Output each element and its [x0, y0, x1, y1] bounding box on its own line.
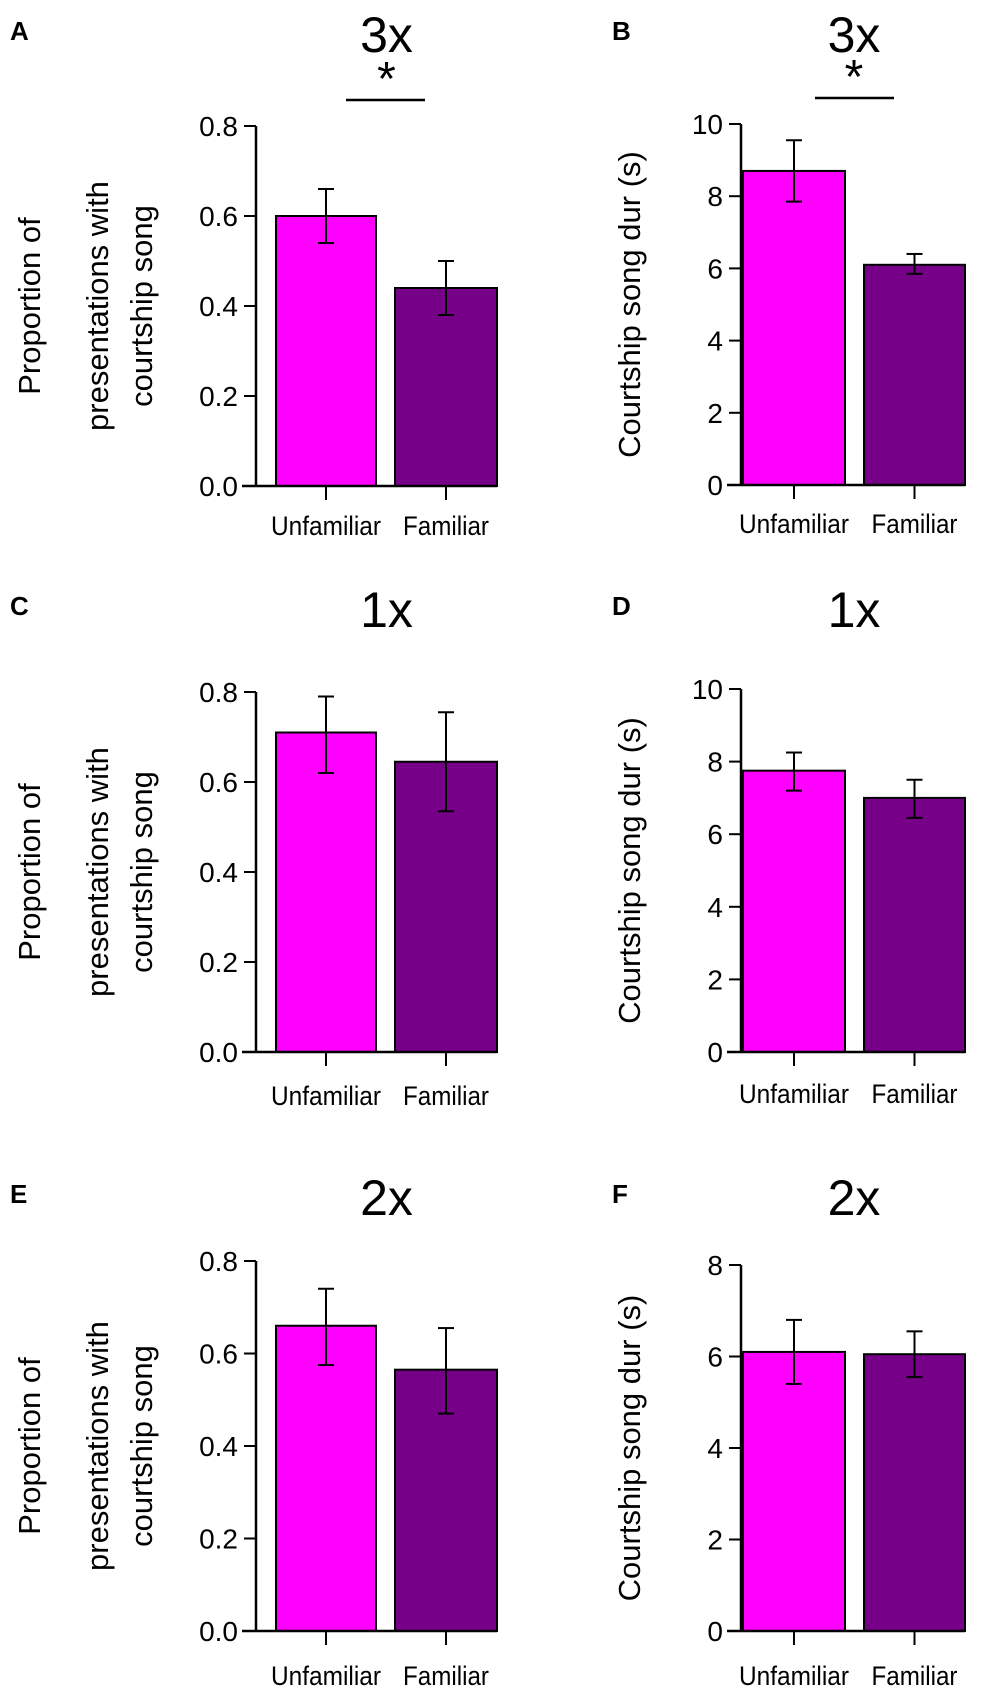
y-tick-label: 10 [692, 109, 723, 140]
y-axis-label: presentations with [80, 747, 115, 997]
y-tick-label: 2 [707, 1525, 723, 1556]
x-tick-label: Familiar [403, 511, 489, 541]
y-tick-label: 6 [707, 1342, 723, 1373]
y-tick-label: 8 [707, 181, 723, 212]
y-tick-label: 0.2 [199, 947, 238, 978]
bar-unfamiliar [275, 731, 377, 1053]
x-tick-label: Unfamiliar [739, 509, 849, 539]
bar-familiar [863, 1353, 966, 1633]
panel-letter: A [10, 16, 29, 46]
panel-title: 3x [828, 7, 881, 63]
y-axis-label: courtship song [124, 1345, 159, 1547]
x-tick-label: Familiar [872, 1661, 958, 1691]
y-tick-label: 0.8 [199, 677, 238, 708]
panel-title: 1x [828, 582, 881, 638]
bar-unfamiliar [742, 169, 846, 486]
y-tick-label: 0.6 [199, 767, 238, 798]
bar-unfamiliar [275, 1324, 377, 1632]
y-tick-label: 0.2 [199, 381, 238, 412]
panel-letter: D [612, 591, 631, 621]
y-tick-label: 0.6 [199, 201, 238, 232]
y-tick-label: 0.2 [199, 1524, 238, 1555]
y-tick-label: 6 [707, 253, 723, 284]
x-tick-label: Unfamiliar [739, 1079, 849, 1109]
x-tick-label: Familiar [403, 1081, 489, 1111]
panel-letter: C [10, 591, 29, 621]
y-tick-label: 10 [692, 674, 723, 705]
bar-unfamiliar [275, 215, 377, 487]
y-tick-label: 0.6 [199, 1339, 238, 1370]
x-tick-label: Unfamiliar [271, 511, 381, 541]
y-tick-label: 0 [707, 1037, 723, 1068]
y-tick-label: 0 [707, 1616, 723, 1647]
y-axis-label: Courtship song dur (s) [612, 1295, 647, 1602]
bar-familiar [863, 263, 966, 487]
y-tick-label: 2 [707, 398, 723, 429]
x-tick-label: Familiar [872, 1079, 958, 1109]
y-tick-label: 0.4 [199, 1431, 238, 1462]
y-axis-label: Proportion of [12, 1357, 47, 1535]
y-tick-label: 0.0 [199, 1037, 238, 1068]
y-tick-label: 6 [707, 819, 723, 850]
y-axis-label: courtship song [124, 771, 159, 973]
bar-unfamiliar [742, 1350, 846, 1633]
panel-title: 2x [360, 1170, 413, 1226]
panel-title: 3x [360, 7, 413, 63]
x-tick-label: Unfamiliar [271, 1661, 381, 1691]
y-tick-label: 0.0 [199, 471, 238, 502]
y-axis-label: Courtship song dur (s) [612, 151, 647, 458]
y-tick-label: 4 [707, 326, 723, 357]
panel-letter: F [612, 1179, 628, 1209]
y-tick-label: 4 [707, 892, 723, 923]
y-tick-label: 2 [707, 964, 723, 995]
x-tick-label: Familiar [872, 509, 958, 539]
significance-marker: * [377, 53, 396, 106]
panel-title: 1x [360, 582, 413, 638]
bar-unfamiliar [742, 769, 846, 1053]
x-tick-label: Unfamiliar [271, 1081, 381, 1111]
y-axis-label: courtship song [124, 205, 159, 407]
panel-letter: B [612, 16, 631, 46]
y-tick-label: 8 [707, 1250, 723, 1281]
y-tick-label: 0.0 [199, 1616, 238, 1647]
bar-familiar [863, 796, 966, 1054]
bar-familiar [394, 287, 498, 487]
panel-letter: E [10, 1179, 27, 1209]
x-tick-label: Unfamiliar [739, 1661, 849, 1691]
y-axis-label: Proportion of [12, 217, 47, 395]
y-tick-label: 0.8 [199, 1246, 238, 1277]
y-tick-label: 0 [707, 470, 723, 501]
y-axis-label: Proportion of [12, 783, 47, 961]
y-axis-label: presentations with [80, 1321, 115, 1571]
y-tick-label: 0.4 [199, 857, 238, 888]
panel-title: 2x [828, 1170, 881, 1226]
y-axis-label: presentations with [80, 181, 115, 431]
y-tick-label: 8 [707, 747, 723, 778]
y-axis-label: Courtship song dur (s) [612, 717, 647, 1024]
y-tick-label: 0.4 [199, 291, 238, 322]
x-tick-label: Familiar [403, 1661, 489, 1691]
significance-marker: * [845, 51, 864, 104]
y-tick-label: 4 [707, 1433, 723, 1464]
y-tick-label: 0.8 [199, 111, 238, 142]
